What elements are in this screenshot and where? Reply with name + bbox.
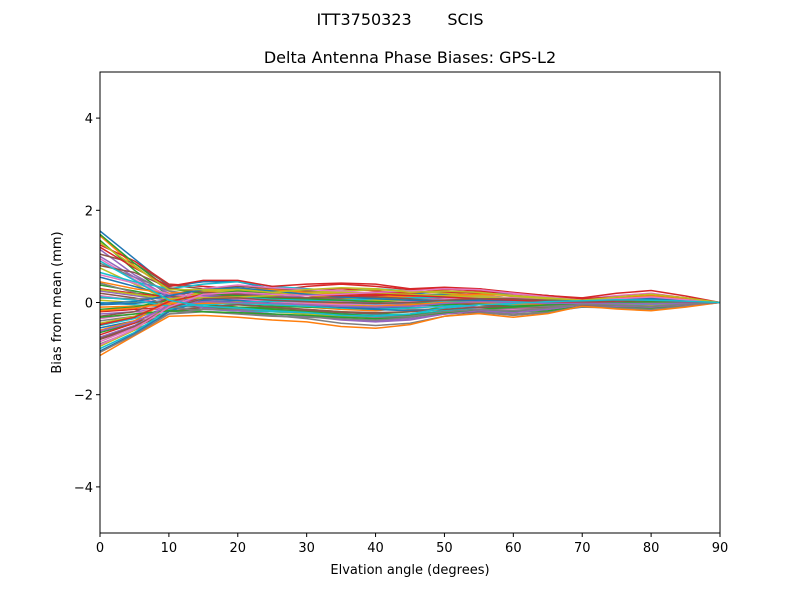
series-line — [99, 300, 721, 332]
x-tick-label: 20 — [230, 541, 247, 556]
y-tick-label: −4 — [74, 481, 93, 496]
series-line — [99, 241, 721, 304]
y-tick-label: 4 — [85, 112, 93, 127]
series-line — [99, 246, 721, 304]
x-tick-label: 90 — [712, 541, 729, 556]
y-axis-label: Bias from mean (mm) — [50, 231, 65, 373]
figure-suptitle: ITT3750323 SCIS — [316, 10, 484, 29]
series-line — [99, 301, 721, 353]
chart-title: Delta Antenna Phase Biases: GPS-L2 — [263, 48, 557, 67]
x-tick-label: 50 — [436, 541, 453, 556]
y-axis-ticks: −4 −2 0 2 4 — [74, 112, 100, 496]
y-tick-label: 2 — [85, 204, 93, 219]
x-tick-label: 80 — [643, 541, 660, 556]
series-line — [99, 297, 721, 340]
x-tick-label: 0 — [96, 541, 104, 556]
y-tick-label: 0 — [85, 297, 93, 312]
series-line — [99, 301, 721, 357]
x-tick-label: 70 — [574, 541, 591, 556]
y-tick-label: −2 — [74, 389, 93, 404]
x-tick-label: 30 — [298, 541, 315, 556]
series-layer — [99, 230, 721, 357]
x-tick-label: 60 — [505, 541, 522, 556]
series-line — [99, 287, 721, 346]
x-tick-label: 10 — [161, 541, 178, 556]
series-line — [99, 260, 721, 318]
x-tick-label: 40 — [367, 541, 384, 556]
x-axis-label: Elvation angle (degrees) — [330, 563, 489, 578]
series-line — [99, 255, 721, 323]
x-axis-ticks: 0 10 20 30 40 50 60 70 80 90 — [96, 533, 728, 556]
